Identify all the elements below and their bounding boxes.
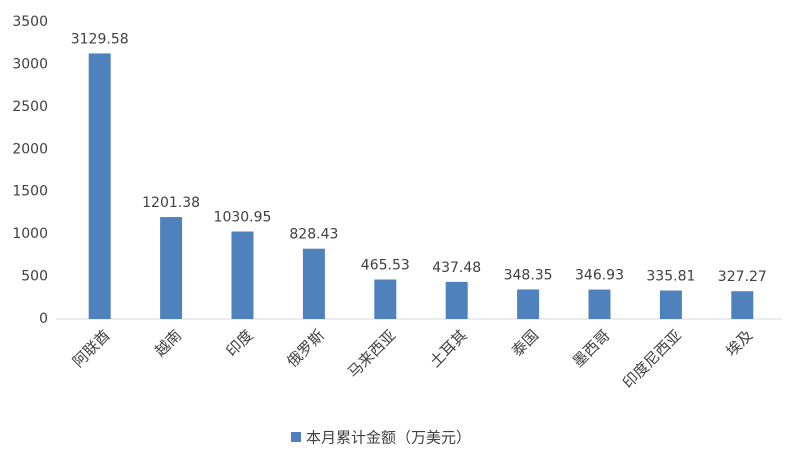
bar (160, 217, 183, 319)
x-tick-label: 土耳其 (426, 326, 471, 371)
y-tick-label: 0 (39, 311, 48, 327)
value-label: 437.48 (432, 260, 481, 276)
bar (88, 53, 111, 320)
x-tick-label: 埃及 (722, 326, 756, 360)
legend-swatch (291, 432, 301, 442)
value-label: 465.53 (361, 257, 410, 273)
x-tick-label: 越南 (151, 326, 185, 360)
x-tick-label: 印度 (223, 326, 257, 360)
x-tick-label: 阿联酋 (69, 326, 114, 371)
x-tick-label: 印度尼西亚 (619, 326, 685, 392)
x-tick-label: 俄罗斯 (283, 326, 328, 371)
bar (374, 279, 397, 319)
value-label: 346.93 (575, 268, 624, 284)
y-tick-label: 500 (21, 269, 48, 285)
value-label: 1201.38 (142, 195, 200, 211)
value-label: 3129.58 (71, 31, 129, 47)
value-label: 828.43 (289, 227, 338, 243)
y-tick-label: 3000 (12, 56, 48, 72)
bar (588, 289, 611, 319)
value-label: 1030.95 (214, 210, 272, 226)
y-tick-label: 3500 (12, 14, 48, 30)
bar (445, 281, 468, 319)
legend-label: 本月累计金额（万美元） (306, 429, 471, 447)
y-tick-label: 2500 (12, 99, 48, 115)
value-label: 335.81 (646, 269, 695, 285)
bar (517, 289, 540, 319)
x-tick-label: 马来西亚 (344, 326, 399, 381)
x-tick-label: 墨西哥 (569, 326, 614, 371)
bar (731, 291, 754, 319)
value-label: 327.27 (718, 269, 767, 285)
bar (231, 231, 254, 319)
y-tick-label: 1000 (12, 226, 48, 242)
x-tick-label: 泰国 (508, 326, 542, 360)
value-label: 348.35 (504, 267, 553, 283)
y-tick-label: 1500 (12, 184, 48, 200)
bar (659, 290, 682, 319)
y-tick-label: 2000 (12, 141, 48, 157)
bar (302, 248, 325, 319)
